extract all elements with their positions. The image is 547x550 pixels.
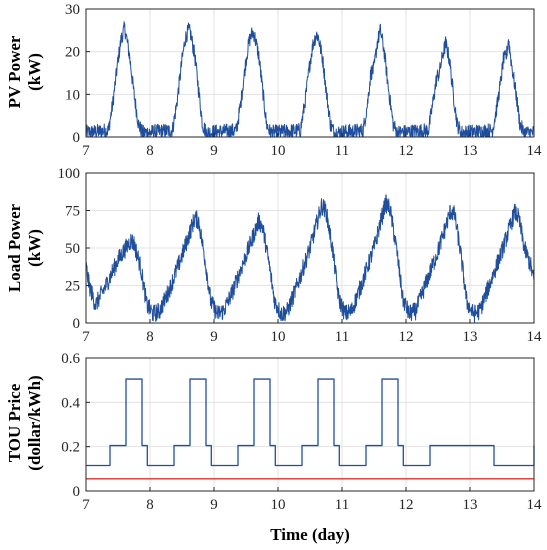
tou-xtick-label: 7 bbox=[82, 497, 90, 513]
load-ylabel-line1: Load Power bbox=[5, 203, 24, 292]
pv-ytick-label: 20 bbox=[65, 45, 80, 61]
load-xtick-label: 9 bbox=[210, 329, 218, 345]
pv-ytick-label: 30 bbox=[65, 2, 80, 18]
tou-xtick-label: 14 bbox=[527, 497, 543, 513]
load-xtick-label: 8 bbox=[146, 329, 154, 345]
pv-xtick-label: 13 bbox=[463, 143, 478, 159]
tou-xtick-label: 12 bbox=[399, 497, 414, 513]
tou-ytick-label: 0 bbox=[73, 484, 81, 500]
panel-tou-price: TOU Price (dollar/kWh) Time (day) 7 8 9 10 1… bbox=[5, 351, 542, 544]
tou-axes-box bbox=[85, 357, 535, 492]
load-xtick-label: 11 bbox=[335, 329, 349, 345]
load-xtick-label: 12 bbox=[399, 329, 414, 345]
panel-load-power: Load Power (kW) 7 8 9 10 11 12 13 14 0 25 50 75 100 bbox=[5, 166, 542, 345]
tou-plot-area bbox=[86, 358, 534, 491]
load-ytick-label: 100 bbox=[58, 166, 81, 182]
pv-axes-box bbox=[85, 8, 535, 138]
tou-ytick-label: 0.6 bbox=[61, 351, 80, 367]
load-xtick-label: 7 bbox=[82, 329, 90, 345]
load-xtick-label: 14 bbox=[527, 329, 543, 345]
tou-xtick-label: 10 bbox=[271, 497, 286, 513]
pv-xtick-label: 7 bbox=[82, 143, 90, 159]
load-xtick-label: 13 bbox=[463, 329, 478, 345]
pv-ylabel-line2: (kW) bbox=[25, 53, 44, 91]
pv-ytick-label: 10 bbox=[65, 87, 80, 103]
load-ytick-label: 25 bbox=[65, 279, 80, 295]
tou-xtick-label: 13 bbox=[463, 497, 478, 513]
tou-ylabel-line2: (dollar/kWh) bbox=[25, 375, 44, 470]
tou-xtick-label: 8 bbox=[146, 497, 154, 513]
tou-ylabel-line1: TOU Price bbox=[5, 383, 24, 462]
pv-ytick-label: 0 bbox=[73, 130, 81, 146]
pv-xtick-label: 8 bbox=[146, 143, 154, 159]
pv-xtick-label: 11 bbox=[335, 143, 349, 159]
tou-ytick-label: 0.2 bbox=[61, 440, 80, 456]
x-axis-label: Time (day) bbox=[270, 525, 350, 544]
pv-xtick-label: 12 bbox=[399, 143, 414, 159]
pv-xtick-label: 14 bbox=[527, 143, 543, 159]
load-ytick-label: 50 bbox=[65, 241, 80, 257]
panel-pv-power: PV Power (kW) 7 8 9 10 11 12 13 14 0 10 20 30 bbox=[5, 2, 542, 159]
tou-xtick-label: 9 bbox=[210, 497, 218, 513]
tou-ytick-label: 0.4 bbox=[61, 395, 80, 411]
tou-series-line-1 bbox=[86, 378, 535, 467]
load-ylabel-line2: (kW) bbox=[25, 229, 44, 267]
load-series-line-1 bbox=[85, 194, 535, 323]
pv-ylabel-line1: PV Power bbox=[5, 35, 24, 108]
load-xtick-label: 10 bbox=[271, 329, 286, 345]
load-ytick-label: 75 bbox=[65, 204, 80, 220]
load-ytick-label: 0 bbox=[73, 316, 81, 332]
pv-xtick-label: 10 bbox=[271, 143, 286, 159]
tou-xtick-label: 11 bbox=[335, 497, 349, 513]
pv-series-line-1 bbox=[85, 21, 535, 138]
pv-xtick-label: 9 bbox=[210, 143, 218, 159]
pv-plot-area bbox=[86, 9, 534, 137]
